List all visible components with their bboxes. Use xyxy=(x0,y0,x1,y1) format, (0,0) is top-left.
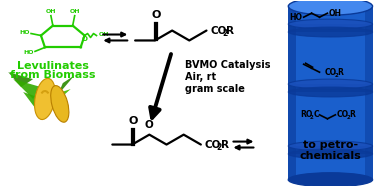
Ellipse shape xyxy=(288,141,373,151)
Text: HO: HO xyxy=(20,30,30,35)
Text: from Biomass: from Biomass xyxy=(10,70,96,80)
Ellipse shape xyxy=(288,149,373,159)
Ellipse shape xyxy=(51,86,69,122)
Ellipse shape xyxy=(34,78,55,119)
Text: O: O xyxy=(151,10,161,20)
Polygon shape xyxy=(8,72,33,87)
Text: CO: CO xyxy=(211,26,227,36)
Text: 2: 2 xyxy=(346,115,350,120)
Text: CO: CO xyxy=(205,140,221,150)
Text: R: R xyxy=(221,140,229,150)
FancyBboxPatch shape xyxy=(288,84,373,92)
Text: 2: 2 xyxy=(310,115,313,120)
Polygon shape xyxy=(13,79,41,99)
Ellipse shape xyxy=(288,79,373,89)
Text: C: C xyxy=(314,110,319,119)
Text: to petro-: to petro- xyxy=(303,140,358,150)
Ellipse shape xyxy=(43,90,46,92)
Text: HO: HO xyxy=(290,13,303,22)
Text: R: R xyxy=(337,68,343,77)
Ellipse shape xyxy=(288,173,373,187)
Text: 2: 2 xyxy=(335,73,338,78)
Ellipse shape xyxy=(44,90,47,92)
Text: R: R xyxy=(226,26,234,36)
FancyBboxPatch shape xyxy=(365,6,373,180)
Polygon shape xyxy=(23,92,43,112)
Text: OH: OH xyxy=(70,9,80,14)
FancyBboxPatch shape xyxy=(288,146,373,154)
Text: HO: HO xyxy=(23,50,34,55)
Text: OH: OH xyxy=(98,32,109,37)
Text: O: O xyxy=(145,120,154,130)
FancyBboxPatch shape xyxy=(288,24,373,32)
Text: gram scale: gram scale xyxy=(185,84,245,94)
Ellipse shape xyxy=(288,27,373,37)
FancyBboxPatch shape xyxy=(288,6,373,180)
Text: OH: OH xyxy=(46,9,56,14)
Text: 2: 2 xyxy=(217,143,222,152)
Text: BVMO Catalysis: BVMO Catalysis xyxy=(185,60,270,70)
Ellipse shape xyxy=(288,19,373,29)
Text: Levulinates: Levulinates xyxy=(17,61,89,71)
Text: OH: OH xyxy=(328,9,341,18)
FancyBboxPatch shape xyxy=(288,6,296,180)
Ellipse shape xyxy=(46,92,49,94)
Ellipse shape xyxy=(42,91,44,93)
Text: CO: CO xyxy=(324,68,336,77)
Text: O: O xyxy=(129,116,138,126)
Polygon shape xyxy=(53,89,71,105)
Polygon shape xyxy=(58,75,75,95)
Text: 2: 2 xyxy=(222,29,228,38)
Text: RO: RO xyxy=(301,110,313,119)
Text: CO: CO xyxy=(336,110,349,119)
Text: O: O xyxy=(82,36,88,42)
Text: R: R xyxy=(349,110,355,119)
Ellipse shape xyxy=(288,87,373,97)
Text: chemicals: chemicals xyxy=(299,151,361,161)
Ellipse shape xyxy=(45,91,48,93)
Ellipse shape xyxy=(288,0,373,15)
Ellipse shape xyxy=(41,92,43,94)
Text: Air, rt: Air, rt xyxy=(185,72,216,82)
